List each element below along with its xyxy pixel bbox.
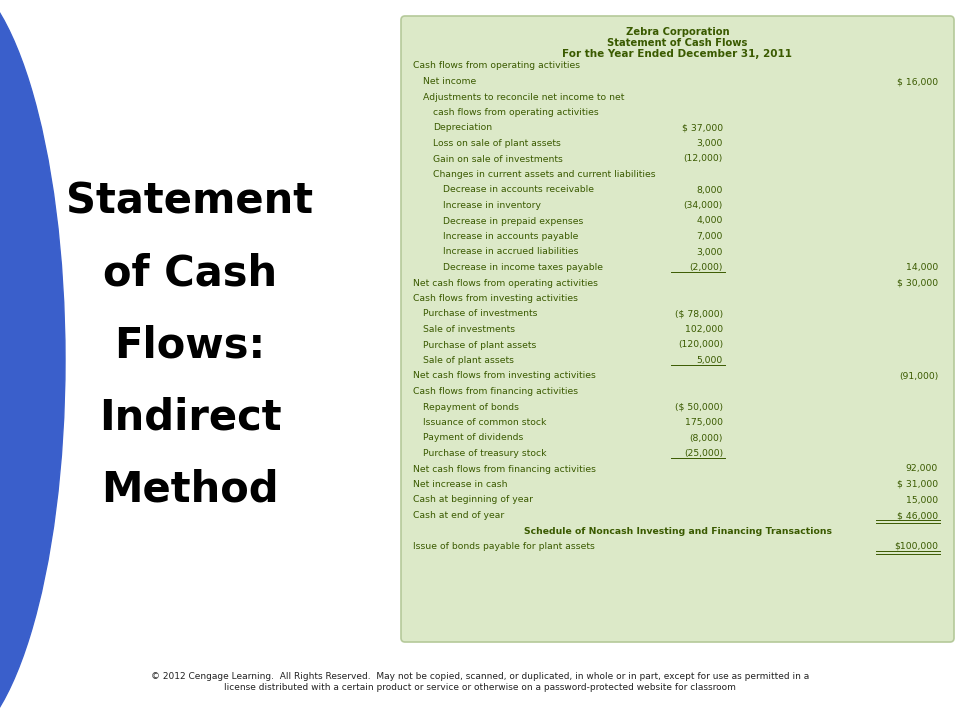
Text: Cash at end of year: Cash at end of year [413,511,504,520]
Text: Flows:: Flows: [114,324,266,366]
Text: $ 31,000: $ 31,000 [897,480,938,489]
Text: Cash at beginning of year: Cash at beginning of year [413,495,533,505]
Text: Method: Method [101,468,278,510]
Text: Schedule of Noncash Investing and Financing Transactions: Schedule of Noncash Investing and Financ… [523,526,831,536]
Text: Decrease in accounts receivable: Decrease in accounts receivable [443,186,594,194]
Text: 4,000: 4,000 [697,217,723,225]
Text: Net cash flows from operating activities: Net cash flows from operating activities [413,279,598,287]
Text: $ 37,000: $ 37,000 [682,124,723,132]
Text: Purchase of investments: Purchase of investments [423,310,538,318]
Text: Changes in current assets and current liabilities: Changes in current assets and current li… [433,170,656,179]
FancyBboxPatch shape [401,16,954,642]
Text: Cash flows from investing activities: Cash flows from investing activities [413,294,578,303]
Text: Purchase of treasury stock: Purchase of treasury stock [423,449,546,458]
Text: Statement of Cash Flows: Statement of Cash Flows [608,38,748,48]
Text: (25,000): (25,000) [684,449,723,458]
Text: (8,000): (8,000) [689,433,723,443]
Text: Net cash flows from financing activities: Net cash flows from financing activities [413,464,596,474]
Text: Zebra Corporation: Zebra Corporation [626,27,730,37]
Text: Net cash flows from investing activities: Net cash flows from investing activities [413,372,596,380]
Text: (12,000): (12,000) [684,155,723,163]
Text: Increase in accrued liabilities: Increase in accrued liabilities [443,248,579,256]
Text: Depreciation: Depreciation [433,124,492,132]
Text: Payment of dividends: Payment of dividends [423,433,523,443]
Text: For the Year Ended December 31, 2011: For the Year Ended December 31, 2011 [563,49,793,59]
Text: Decrease in prepaid expenses: Decrease in prepaid expenses [443,217,584,225]
Text: 102,000: 102,000 [684,325,723,334]
Text: $ 46,000: $ 46,000 [897,511,938,520]
Text: Repayment of bonds: Repayment of bonds [423,402,519,412]
Text: cash flows from operating activities: cash flows from operating activities [433,108,599,117]
Text: © 2012 Cengage Learning.  All Rights Reserved.  May not be copied, scanned, or d: © 2012 Cengage Learning. All Rights Rese… [151,672,809,692]
Text: Sale of investments: Sale of investments [423,325,516,334]
Text: Statement: Statement [66,180,314,222]
Ellipse shape [0,0,65,720]
Text: 3,000: 3,000 [697,139,723,148]
Text: 92,000: 92,000 [905,464,938,474]
Text: 8,000: 8,000 [697,186,723,194]
Text: Loss on sale of plant assets: Loss on sale of plant assets [433,139,561,148]
Text: 175,000: 175,000 [685,418,723,427]
Text: (91,000): (91,000) [899,372,938,380]
Text: ($ 78,000): ($ 78,000) [675,310,723,318]
Text: Issuance of common stock: Issuance of common stock [423,418,546,427]
Text: (34,000): (34,000) [684,201,723,210]
Text: (120,000): (120,000) [678,341,723,349]
Text: 5,000: 5,000 [697,356,723,365]
Text: Purchase of plant assets: Purchase of plant assets [423,341,537,349]
Text: Decrease in income taxes payable: Decrease in income taxes payable [443,263,603,272]
Text: Indirect: Indirect [99,396,281,438]
Text: Increase in inventory: Increase in inventory [443,201,541,210]
Text: 7,000: 7,000 [697,232,723,241]
Text: 14,000: 14,000 [905,263,938,272]
Text: Increase in accounts payable: Increase in accounts payable [443,232,578,241]
Text: 15,000: 15,000 [906,495,938,505]
Text: Net income: Net income [423,77,476,86]
Text: $ 16,000: $ 16,000 [897,77,938,86]
Text: Sale of plant assets: Sale of plant assets [423,356,514,365]
Text: ($ 50,000): ($ 50,000) [675,402,723,412]
Text: $100,000: $100,000 [894,542,938,551]
Text: 3,000: 3,000 [697,248,723,256]
Text: Adjustments to reconcile net income to net: Adjustments to reconcile net income to n… [423,92,624,102]
Text: Issue of bonds payable for plant assets: Issue of bonds payable for plant assets [413,542,595,551]
Text: Gain on sale of investments: Gain on sale of investments [433,155,563,163]
Text: $ 30,000: $ 30,000 [897,279,938,287]
Text: (2,000): (2,000) [689,263,723,272]
Text: of Cash: of Cash [103,252,277,294]
Text: Cash flows from operating activities: Cash flows from operating activities [413,61,580,71]
Text: Net increase in cash: Net increase in cash [413,480,508,489]
Text: Cash flows from financing activities: Cash flows from financing activities [413,387,578,396]
